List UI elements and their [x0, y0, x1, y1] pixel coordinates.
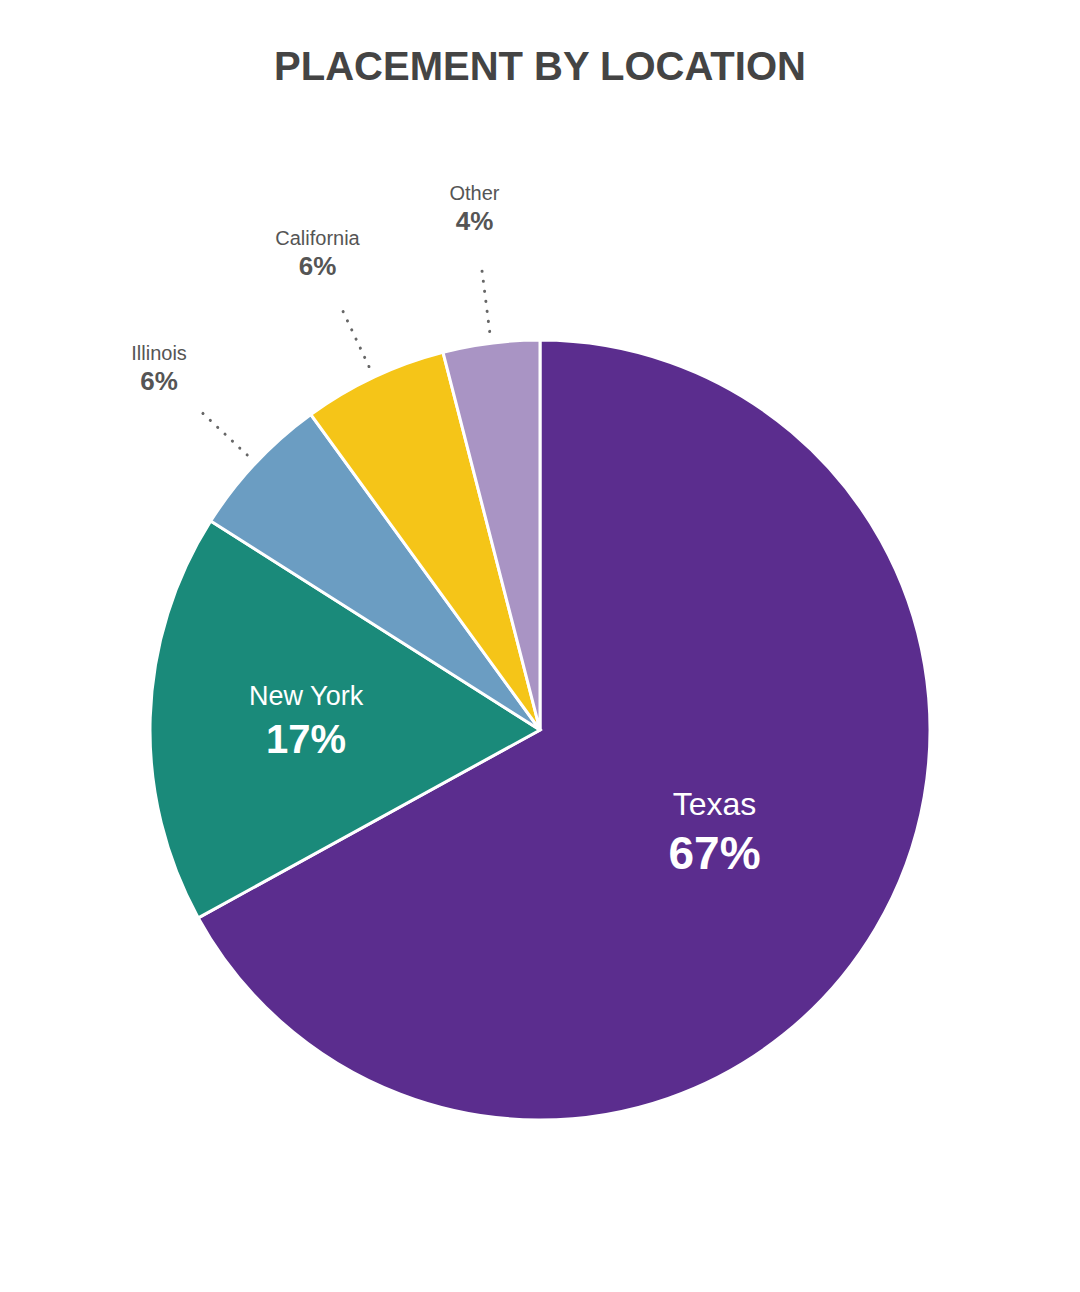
chart-svg: PLACEMENT BY LOCATION Texas 67% New York 17%…: [0, 0, 1080, 1292]
leader-line: [481, 266, 489, 332]
slice-value-label: 17%: [266, 717, 346, 761]
slice-label: Illinois: [131, 342, 187, 364]
slice-value-label: 4%: [456, 206, 494, 236]
slice-value-label: 67%: [669, 827, 761, 879]
slice-value-label: 6%: [299, 251, 337, 281]
chart-title: PLACEMENT BY LOCATION: [274, 44, 806, 88]
pie-slice: [198, 340, 930, 1120]
slice-label: Other: [449, 182, 499, 204]
slice-value-label: 6%: [140, 366, 178, 396]
leader-line: [199, 410, 247, 455]
slice-label: California: [275, 227, 360, 249]
chart-container: PLACEMENT BY LOCATION Texas 67% New York 17%…: [0, 0, 1080, 1292]
slice-label: New York: [249, 681, 364, 711]
label-group: Texas67%New York17%Illinois6%California6…: [131, 182, 760, 880]
slice-label: Texas: [673, 786, 757, 822]
pie-group: [150, 340, 930, 1120]
pie-slice: [443, 340, 540, 730]
leader-line: [341, 307, 369, 367]
